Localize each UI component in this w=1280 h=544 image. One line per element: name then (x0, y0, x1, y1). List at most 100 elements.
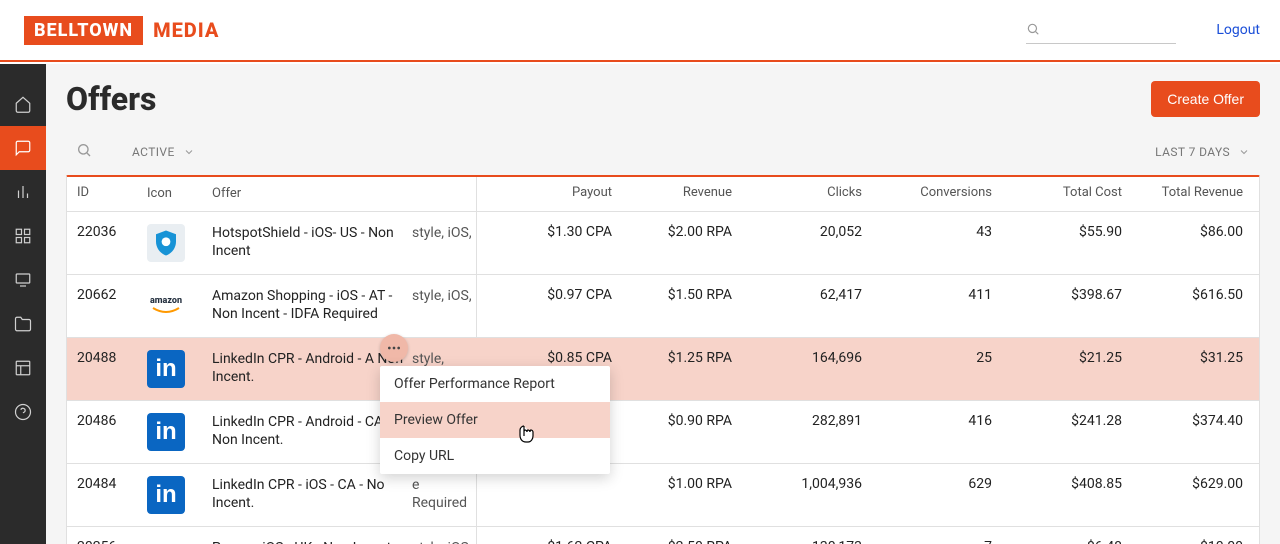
sidebar (0, 64, 46, 544)
cell-clicks: 1,004,936 (732, 476, 862, 492)
folder-icon (14, 315, 32, 333)
cell-conversions: 7 (862, 539, 992, 544)
create-offer-button[interactable]: Create Offer (1151, 81, 1260, 117)
cell-id: 20486 (77, 413, 147, 429)
col-header-clicks[interactable]: Clicks (732, 185, 862, 203)
cell-offer-fragment: style, iOS, (412, 224, 477, 243)
table-row[interactable]: 22036HotspotShield - iOS- US - Non Incen… (67, 212, 1259, 275)
cell-revenue: $2.00 RPA (612, 224, 732, 240)
table-row[interactable]: 20662amazonAmazon Shopping - iOS - AT - … (67, 275, 1259, 338)
cell-offer: LinkedIn CPR - iOS - CA - No Incent. (212, 476, 412, 514)
cell-total-cost: $6.48 (992, 539, 1122, 544)
filter-bar: ACTIVE LAST 7 DAYS (66, 136, 1260, 175)
cell-clicks: 62,417 (732, 287, 862, 303)
cell-revenue: $1.00 RPA (612, 476, 732, 492)
content-area: Offers Create Offer ACTIVE LAST 7 DAYS I… (46, 64, 1280, 544)
cell-icon: amazon (147, 287, 212, 325)
brand: BELLTOWN MEDIA (24, 16, 219, 45)
status-filter-dropdown[interactable]: ACTIVE (132, 145, 195, 159)
search-icon (1026, 22, 1040, 36)
sidebar-item-layout[interactable] (0, 346, 46, 390)
more-horizontal-icon (386, 340, 402, 356)
sidebar-item-apps[interactable] (0, 214, 46, 258)
cell-payout: $1.62 CPA (477, 539, 612, 544)
sidebar-item-offers[interactable] (0, 126, 46, 170)
cell-icon (147, 539, 212, 544)
cell-clicks: 130,173 (732, 539, 862, 544)
cell-revenue: $0.90 RPA (612, 413, 732, 429)
search-input[interactable] (1026, 22, 1176, 37)
cell-clicks: 164,696 (732, 350, 862, 366)
cell-revenue: $1.25 RPA (612, 350, 732, 366)
table-row[interactable]: 20484inLinkedIn CPR - iOS - CA - No Ince… (67, 464, 1259, 527)
sidebar-item-files[interactable] (0, 302, 46, 346)
menu-item[interactable]: Copy URL (380, 438, 610, 474)
cell-total-revenue: $629.00 (1122, 476, 1249, 492)
layout-icon (14, 359, 32, 377)
brand-suffix: MEDIA (153, 18, 219, 42)
cell-payout: $0.97 CPA (477, 287, 612, 303)
sidebar-item-monitor[interactable] (0, 258, 46, 302)
table-row[interactable]: 20488inLinkedIn CPR - Android - A Non In… (67, 338, 1259, 401)
table-search-button[interactable] (76, 142, 92, 161)
cell-clicks: 282,891 (732, 413, 862, 429)
cell-offer-fragment: style, iOS, (412, 287, 477, 306)
cell-total-revenue: $616.50 (1122, 287, 1249, 303)
menu-item[interactable]: Offer Performance Report (380, 366, 610, 402)
cell-clicks: 20,052 (732, 224, 862, 240)
cell-total-cost: $21.25 (992, 350, 1122, 366)
cell-total-revenue: $86.00 (1122, 224, 1249, 240)
grid-icon (14, 227, 32, 245)
home-icon (14, 95, 32, 113)
cell-total-cost: $241.28 (992, 413, 1122, 429)
cell-conversions: 416 (862, 413, 992, 429)
cell-offer-fragment: style, iOS, (412, 539, 477, 544)
table-row[interactable]: 20486inLinkedIn CPR - Android - CA Non I… (67, 401, 1259, 464)
status-filter-label: ACTIVE (132, 145, 175, 159)
sidebar-item-reports[interactable] (0, 170, 46, 214)
cell-total-revenue: $31.25 (1122, 350, 1249, 366)
menu-item[interactable]: Preview Offer (380, 402, 610, 438)
col-header-icon[interactable]: Icon (147, 185, 212, 203)
col-header-revenue[interactable]: Revenue (612, 185, 732, 203)
cell-offer: Popsa - iOS - UK - Non-Incent (212, 539, 412, 544)
logout-link[interactable]: Logout (1216, 22, 1260, 38)
cell-total-revenue: $10.00 (1122, 539, 1249, 544)
cell-conversions: 411 (862, 287, 992, 303)
app-icon-linkedin: in (147, 350, 185, 388)
brand-name: BELLTOWN (24, 16, 143, 45)
sidebar-item-home[interactable] (0, 82, 46, 126)
cell-payout: $0.85 CPA (477, 350, 612, 366)
cell-id: 20662 (77, 287, 147, 303)
bar-chart-icon (14, 183, 32, 201)
cell-conversions: 43 (862, 224, 992, 240)
col-header-total-revenue[interactable]: Total Revenue (1122, 185, 1249, 203)
cell-total-cost: $55.90 (992, 224, 1122, 240)
cell-total-revenue: $374.40 (1122, 413, 1249, 429)
col-header-id[interactable]: ID (77, 185, 147, 203)
cell-icon (147, 224, 212, 262)
cell-icon: in (147, 350, 212, 388)
cell-revenue: $1.50 RPA (612, 287, 732, 303)
app-icon-hotspotshield (147, 224, 185, 262)
cell-conversions: 629 (862, 476, 992, 492)
offers-table: ID Icon Offer Payout Revenue Clicks Conv… (66, 175, 1260, 544)
sidebar-item-help[interactable] (0, 390, 46, 434)
search-icon (76, 142, 92, 158)
row-actions-button[interactable] (380, 334, 408, 362)
topbar: BELLTOWN MEDIA Logout (0, 0, 1280, 62)
cell-offer: HotspotShield - iOS- US - Non Incent (212, 224, 412, 262)
page-title: Offers (66, 80, 156, 118)
col-header-conversions[interactable]: Conversions (862, 185, 992, 203)
chevron-down-icon (1238, 146, 1250, 158)
table-row[interactable]: 20256Popsa - iOS - UK - Non-Incentstyle,… (67, 527, 1259, 544)
chevron-down-icon (183, 146, 195, 158)
cell-icon: in (147, 476, 212, 514)
monitor-icon (14, 271, 32, 289)
cell-revenue: $2.50 RPA (612, 539, 732, 544)
col-header-offer[interactable]: Offer (212, 185, 412, 203)
global-search[interactable] (1026, 16, 1176, 44)
date-filter-dropdown[interactable]: LAST 7 DAYS (1155, 145, 1250, 159)
col-header-payout[interactable]: Payout (477, 185, 612, 203)
col-header-total-cost[interactable]: Total Cost (992, 185, 1122, 203)
